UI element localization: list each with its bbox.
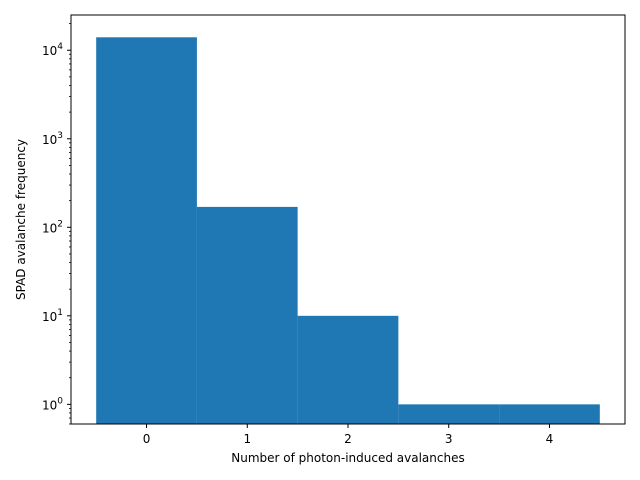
histogram-bar-4	[499, 404, 600, 424]
x-tick-label: 1	[243, 432, 251, 446]
y-tick-label: 101	[42, 308, 63, 324]
y-axis-label: SPAD avalanche frequency	[14, 139, 28, 300]
y-tick-label: 100	[42, 396, 63, 412]
histogram-bar-0	[96, 37, 197, 425]
y-tick-label: 104	[42, 42, 63, 58]
histogram-bar-2	[297, 315, 399, 424]
y-axis-ticks: 100 101 102 103 104	[42, 42, 71, 412]
x-axis-label: Number of photon-induced avalanches	[231, 451, 464, 465]
y-tick-label: 102	[42, 219, 63, 235]
x-tick-label: 4	[546, 432, 554, 446]
y-tick-label: 103	[42, 131, 63, 147]
histogram-bar-1	[196, 206, 298, 424]
x-tick-label: 2	[344, 432, 352, 446]
histogram-bar-3	[398, 404, 500, 424]
x-tick-label: 0	[143, 432, 151, 446]
x-axis-ticks: 0 1 2 3 4	[143, 424, 554, 446]
plot-frame	[70, 14, 626, 425]
bars-group	[96, 37, 600, 425]
x-tick-label: 3	[445, 432, 453, 446]
